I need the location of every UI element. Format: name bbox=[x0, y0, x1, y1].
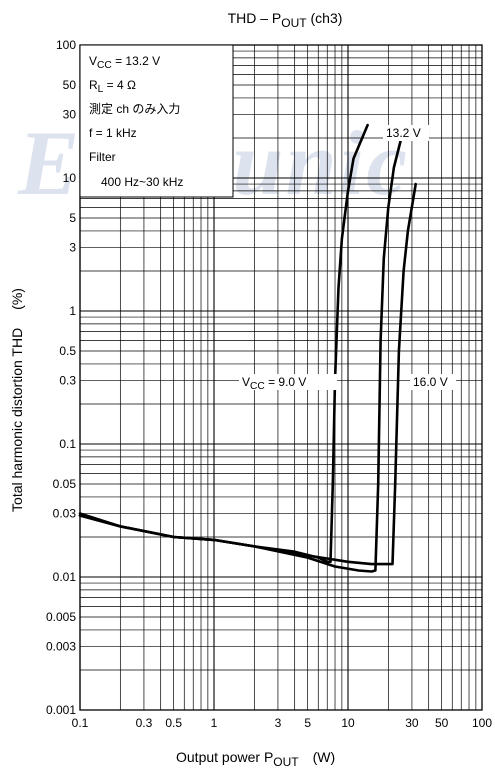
x-tick-label: 5 bbox=[304, 716, 311, 730]
x-tick-label: 3 bbox=[275, 716, 282, 730]
plot-frame bbox=[79, 44, 483, 711]
y-tick-label: 5 bbox=[69, 211, 76, 225]
x-tick-label: 0.1 bbox=[72, 716, 89, 730]
chart-title: THD – POUT (ch3) bbox=[228, 10, 343, 30]
y-tick-label: 0.1 bbox=[59, 437, 76, 451]
x-tick-label: 30 bbox=[405, 716, 419, 730]
series-label-text: 13.2 V bbox=[386, 126, 421, 140]
x-axis-label: Output power POUT (W) bbox=[176, 749, 335, 769]
series-label-2: 13.2 V bbox=[383, 125, 429, 141]
condition-frequency: f = 1 kHz bbox=[89, 126, 137, 140]
x-tick-label: 100 bbox=[472, 716, 492, 730]
y-tick-label: 0.03 bbox=[53, 507, 77, 521]
x-tick-label: 10 bbox=[341, 716, 355, 730]
x-tick-label: 0.5 bbox=[165, 716, 182, 730]
series-label-bg bbox=[239, 374, 337, 390]
y-tick-label: 0.3 bbox=[59, 374, 76, 388]
condition-input: 測定 ch のみ入力 bbox=[89, 101, 180, 116]
conditions-box: VCC = 13.2 V RL = 4 Ω 測定 ch のみ入力 f = 1 kHz F… bbox=[79, 44, 234, 198]
y-tick-label: 1 bbox=[69, 304, 76, 318]
y-tick-label: 0.5 bbox=[59, 344, 76, 358]
y-tick-label: 30 bbox=[63, 108, 77, 122]
series-label-bg bbox=[383, 125, 429, 141]
condition-vcc: VCC = 13.2 V bbox=[89, 54, 160, 71]
x-tick-label: 1 bbox=[211, 716, 218, 730]
y-axis-label: Total harmonic distortion THD(%) bbox=[9, 288, 25, 512]
series-label-3: 16.0 V bbox=[410, 374, 456, 390]
x-tick-label: 50 bbox=[435, 716, 449, 730]
x-tick-label: 0.3 bbox=[136, 716, 153, 730]
y-tick-label: 50 bbox=[63, 78, 77, 92]
series-label-text: 16.0 V bbox=[413, 375, 448, 389]
condition-filter: Filter bbox=[89, 150, 116, 164]
y-tick-label: 0.01 bbox=[53, 570, 77, 584]
y-tick-label: 0.003 bbox=[46, 640, 76, 654]
y-tick-label: 100 bbox=[56, 38, 76, 52]
series-line-2 bbox=[78, 136, 403, 573]
series-label-text: VCC = 9.0 V bbox=[242, 375, 306, 392]
series-group bbox=[78, 123, 417, 573]
y-tick-label: 0.05 bbox=[53, 477, 77, 491]
y-tick-label: 3 bbox=[69, 241, 76, 255]
y-tick-label: 0.001 bbox=[46, 703, 76, 717]
y-tick-label: 0.005 bbox=[46, 610, 76, 624]
series-label-bg bbox=[410, 374, 456, 390]
condition-rl: RL = 4 Ω bbox=[89, 78, 136, 95]
condition-filter-band: 400 Hz~30 kHz bbox=[101, 175, 183, 189]
series-line-3 bbox=[78, 182, 417, 566]
conditions-box-frame bbox=[79, 44, 234, 198]
series-label-1: VCC = 9.0 V bbox=[239, 374, 337, 392]
y-tick-label: 10 bbox=[63, 171, 77, 185]
